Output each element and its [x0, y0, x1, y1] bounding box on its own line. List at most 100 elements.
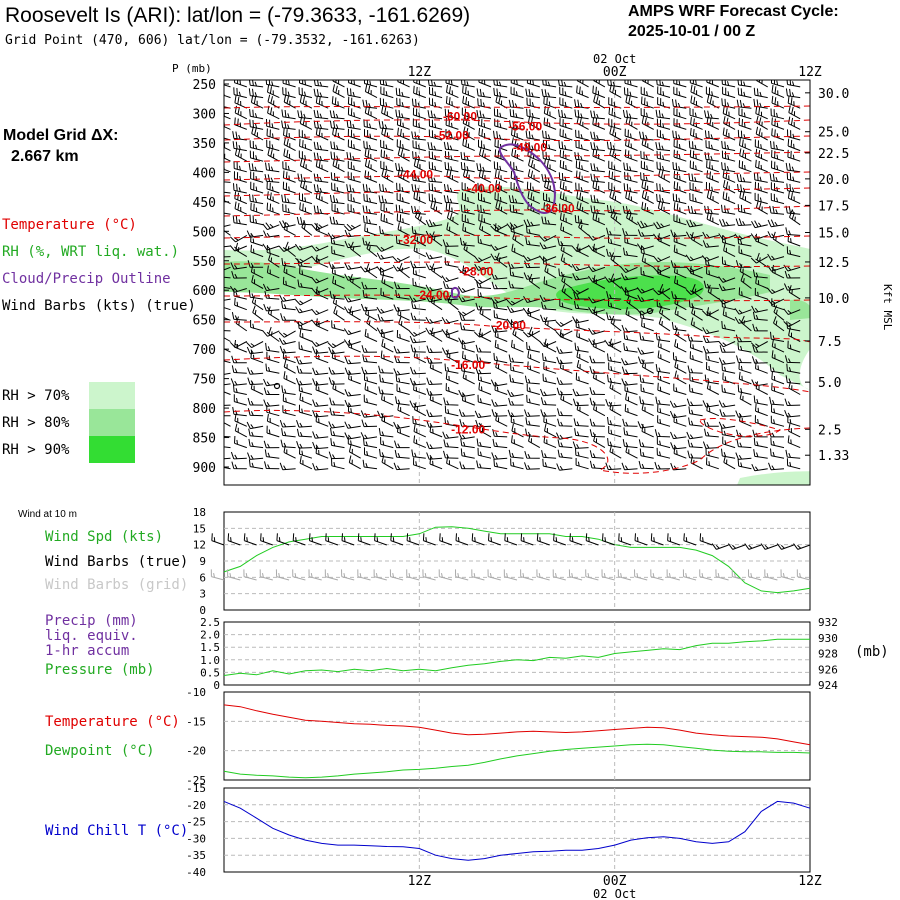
main-wind-barb: [640, 267, 654, 279]
main-wind-barb: [380, 86, 394, 99]
main-wind-barb: [639, 396, 654, 406]
main-wind-barb: [360, 303, 378, 312]
main-wind-barb: [378, 120, 394, 130]
main-wind-barb: [589, 387, 605, 395]
cloud-outline-small: [451, 286, 461, 299]
main-wind-barb: [347, 171, 361, 183]
main-wind-barb: [690, 455, 703, 470]
main-wind-barb: [361, 345, 378, 353]
main-wind-barb: [478, 382, 492, 395]
main-wind-barb: [362, 215, 378, 226]
main-wind-barb: [691, 306, 703, 321]
main-wind-barb: [608, 97, 622, 109]
main-wind-barb: [621, 462, 638, 471]
main-wind-barb: [543, 414, 557, 427]
pressure-line: [223, 638, 810, 676]
main-wind-barb: [224, 404, 231, 406]
main-wind-barb: [332, 127, 345, 141]
main-wind-barb: [639, 131, 654, 141]
main-wind-barb: [460, 161, 475, 173]
main-wind-barb: [315, 382, 329, 395]
main-wind-barb: [593, 275, 606, 289]
sfc-wind-barb-grid: [585, 569, 599, 581]
main-wind-barb: [669, 410, 687, 419]
main-wind-barb: [575, 372, 589, 385]
main-wind-barb: [559, 159, 573, 173]
main-wind-barb: [380, 329, 394, 342]
main-wind-barb: [413, 158, 427, 173]
contour-line-24: [224, 294, 810, 302]
main-wind-barb: [364, 148, 378, 162]
main-wind-barb: [769, 364, 785, 374]
sfc-wind-barb-true: [227, 533, 241, 546]
main-wind-barb: [624, 287, 638, 300]
main-wind-barb: [360, 410, 378, 418]
main-wind-barb: [623, 342, 638, 353]
main-wind-barb: [381, 392, 394, 406]
main-wind-barb: [330, 236, 345, 247]
contour-label: -60.00: [443, 109, 477, 123]
main-wind-barb: [443, 450, 459, 459]
main-wind-barb: [605, 462, 622, 471]
main-wind-barb: [767, 219, 785, 228]
main-wind-barb: [739, 190, 752, 205]
main-wind-barb: [299, 392, 313, 406]
main-wind-barb: [574, 215, 589, 226]
main-wind-barb: [443, 397, 459, 406]
main-wind-barb: [687, 450, 703, 459]
main-wind-barb: [608, 170, 622, 183]
sfc-wind-barb-true: [634, 533, 648, 546]
main-wind-barb: [493, 80, 508, 88]
wind-speed-line: [223, 526, 811, 594]
main-wind-barb: [673, 383, 687, 395]
sfc-wind-barb-true: [711, 543, 729, 550]
sfc-wind-barb-grid: [634, 569, 648, 581]
main-wind-barb: [328, 346, 345, 355]
main-wind-barb: [523, 219, 540, 227]
main-wind-barb: [558, 268, 573, 279]
main-wind-barb: [773, 316, 785, 332]
main-wind-barb: [736, 355, 752, 364]
main-wind-barb: [625, 307, 638, 321]
main-wind-barb: [673, 446, 687, 459]
main-wind-barb: [492, 438, 508, 449]
main-wind-barb: [527, 169, 541, 183]
main-wind-barb: [494, 382, 508, 395]
main-wind-barb: [331, 96, 345, 109]
main-wind-barb: [539, 234, 557, 242]
main-wind-barb: [362, 205, 378, 215]
contour-label: -20.00: [492, 319, 526, 333]
main-wind-barb: [771, 382, 785, 395]
sfc-wind-barb-true: [374, 533, 387, 546]
main-wind-barb: [295, 306, 313, 314]
main-wind-barb: [751, 356, 768, 364]
main-wind-barb: [362, 237, 378, 247]
main-wind-barb: [266, 128, 280, 141]
main-wind-barb: [250, 381, 264, 395]
sfc-wind-barb-grid: [780, 569, 794, 581]
sfc-wind-barb-grid: [650, 569, 664, 581]
main-wind-barb: [637, 421, 654, 429]
main-wind-barb: [656, 193, 671, 205]
main-wind-barb: [624, 128, 638, 141]
main-wind-barb: [623, 427, 638, 438]
main-wind-barb: [343, 339, 361, 346]
main-wind-barb: [592, 117, 606, 130]
main-wind-barb: [559, 86, 573, 99]
main-wind-barb: [673, 139, 687, 152]
main-wind-barb: [524, 462, 540, 470]
main-wind-barb: [446, 85, 459, 99]
main-wind-barb: [362, 183, 378, 194]
main-wind-barb: [755, 200, 768, 215]
main-wind-barb: [429, 456, 443, 470]
main-wind-barb: [526, 108, 540, 120]
main-wind-barb: [224, 245, 231, 248]
main-wind-barb: [279, 419, 296, 428]
main-wind-barb: [462, 265, 475, 279]
main-wind-barb: [230, 262, 247, 270]
contour-label: -40.00: [467, 181, 501, 195]
main-wind-barb: [364, 328, 378, 342]
main-wind-barb: [251, 126, 264, 141]
main-wind-barb: [572, 398, 589, 407]
main-wind-barb: [593, 94, 606, 109]
